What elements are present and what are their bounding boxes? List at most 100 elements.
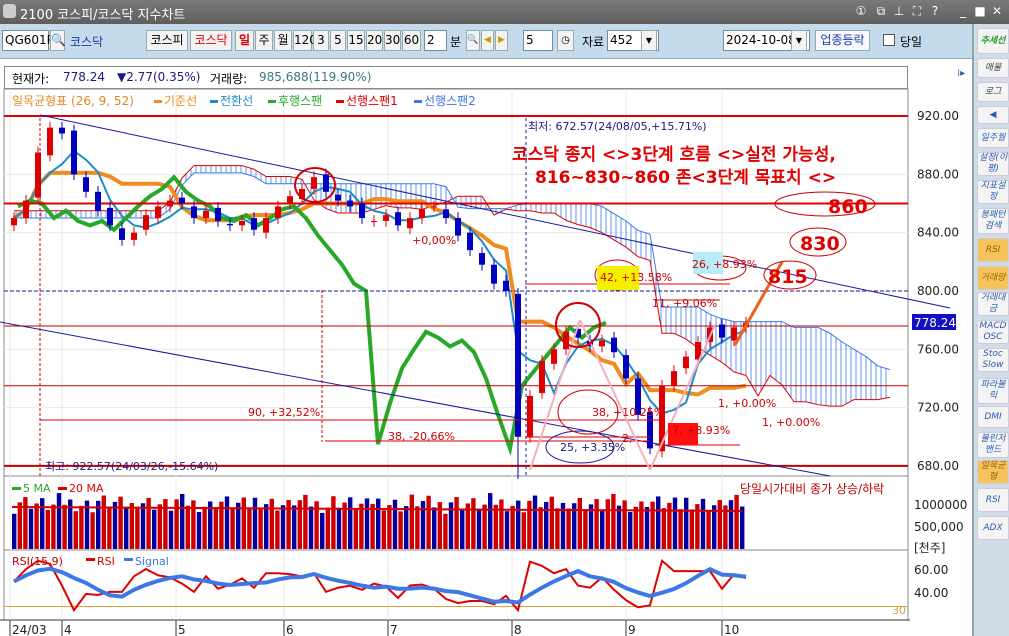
candle	[527, 395, 533, 437]
sidebar-button-6[interactable]: 지표설정	[977, 180, 1009, 204]
volume-bar	[370, 503, 375, 549]
volume-bar	[219, 501, 224, 549]
volume-bar	[684, 497, 689, 549]
annotation-ellipse	[545, 430, 615, 464]
annotation-ellipse	[294, 167, 336, 203]
sidebar-button-16[interactable]: 일목균형	[977, 460, 1009, 484]
volume-bar	[280, 505, 286, 549]
help-icon[interactable]: ?	[931, 4, 939, 18]
step-input[interactable]: 5	[523, 30, 553, 51]
volume-value: 985,688(119.90%)	[259, 70, 372, 84]
minute-input[interactable]: 2	[424, 30, 447, 51]
sidebar-button-13[interactable]: 파라볼릭	[977, 378, 1009, 404]
measure-label: 38, -20,66%	[388, 430, 455, 443]
volume-bar	[40, 498, 45, 549]
volume-bar	[196, 512, 202, 549]
period-button-3[interactable]: 3	[313, 30, 329, 51]
copy-window-icon[interactable]: ⧉	[876, 4, 886, 18]
volume-bar	[432, 507, 437, 549]
sidebar-button-9[interactable]: 거래량	[977, 266, 1009, 290]
volume-bar	[62, 504, 67, 549]
sector-button[interactable]: 업종등락	[815, 30, 870, 51]
volume-bar	[381, 510, 386, 549]
annotation-ellipse	[789, 227, 847, 257]
price-chart[interactable]: 920.00880.00840.00800.00760.00720.00680.…	[0, 89, 972, 636]
sidebar-button-3[interactable]: ◀	[977, 106, 1009, 124]
period-button-60[interactable]: 60	[402, 30, 421, 51]
candle	[143, 215, 149, 230]
next-icon[interactable]: ▶	[495, 30, 508, 51]
measure-label: 90, +32,52%	[248, 406, 320, 419]
volume-legend-label: 20 MA	[69, 482, 104, 495]
legend-label: 선행스팬1	[346, 93, 398, 108]
period-button-20[interactable]: 20	[366, 30, 383, 51]
chevron-down-icon[interactable]: ▼	[641, 30, 657, 51]
sidebar-button-1[interactable]: 매물	[977, 58, 1009, 78]
sidebar-button-5[interactable]: 설정(이평)	[977, 152, 1009, 176]
candle	[431, 206, 437, 208]
target-860-label: 860	[828, 196, 868, 218]
sidebar-button-8[interactable]: RSI	[977, 238, 1009, 262]
maximize-icon[interactable]: ■	[974, 4, 986, 18]
volume-bar	[465, 503, 470, 549]
sidebar-button-0[interactable]: 추세선	[977, 28, 1009, 54]
pin-icon[interactable]: ⊥	[893, 4, 905, 18]
period-button-5[interactable]: 5	[330, 30, 346, 51]
period-button-15[interactable]: 15	[347, 30, 365, 51]
period-button-일[interactable]: 일	[235, 30, 254, 51]
fullscreen-icon[interactable]: ⛶	[912, 4, 922, 18]
volume-ma20-line	[11, 506, 743, 512]
current-price: 778.24	[63, 70, 105, 84]
expand-panel-icon[interactable]: ⁞▸	[957, 68, 966, 79]
period-button-120[interactable]: 120	[293, 30, 317, 51]
price-axis-label: 840.00	[917, 226, 959, 240]
highlight-box	[597, 266, 639, 290]
volume-bar	[17, 502, 22, 549]
candle	[167, 200, 173, 207]
date-input[interactable]: 2024-10-08	[723, 30, 810, 51]
volume-bar	[191, 500, 196, 549]
volume-bar	[286, 499, 291, 549]
sidebar-button-11[interactable]: MACD OSC	[977, 320, 1009, 344]
sidebar-button-10[interactable]: 거래대금	[977, 292, 1009, 316]
code-input[interactable]: QG601P	[2, 30, 54, 51]
search-icon[interactable]: 🔍	[50, 30, 66, 51]
rsi-line	[13, 559, 747, 613]
sidebar-button-7[interactable]: 봉패턴검색	[977, 208, 1009, 234]
sidebar-button-15[interactable]: 볼린저밴드	[977, 432, 1009, 458]
volume-bar	[728, 500, 734, 549]
today-checkbox[interactable]	[883, 34, 895, 46]
candle	[359, 203, 365, 219]
minimize-icon[interactable]: _	[960, 4, 966, 18]
volume-bar	[90, 512, 95, 549]
prev-icon[interactable]: ◀	[481, 30, 494, 51]
volume-bar	[135, 508, 140, 549]
volume-bar	[476, 509, 482, 549]
close-icon[interactable]: ✕	[991, 4, 1003, 18]
candle	[479, 253, 485, 265]
screen-1-icon[interactable]: ①	[855, 4, 867, 18]
period-button-30[interactable]: 30	[384, 30, 401, 51]
kosdaq-button[interactable]: 코스닥	[190, 30, 232, 51]
rsi-legend-label: Signal	[135, 555, 169, 568]
period-button-월[interactable]: 월	[274, 30, 292, 51]
candle	[671, 371, 677, 386]
kospi-button[interactable]: 코스피	[146, 30, 188, 51]
sidebar-button-14[interactable]: DMI	[977, 406, 1009, 428]
sidebar-button-18[interactable]: ADX	[977, 516, 1009, 540]
zoom-icon[interactable]: 🔍	[466, 30, 480, 51]
date-axis-label: 6	[286, 623, 294, 636]
volume-bar	[12, 513, 17, 549]
candle	[131, 232, 137, 240]
sidebar-button-12[interactable]: Stoc Slow	[977, 348, 1009, 372]
clock-icon[interactable]: ◷	[557, 30, 574, 51]
sidebar-button-4[interactable]: 일주월	[977, 128, 1009, 148]
candle	[443, 209, 449, 219]
sidebar-button-2[interactable]: 로그	[977, 82, 1009, 102]
date-dropdown-icon[interactable]: ▼	[791, 30, 807, 51]
sidebar-button-17[interactable]: RSI	[977, 488, 1009, 512]
volume-bar	[555, 508, 560, 549]
candle	[491, 264, 497, 284]
period-button-주[interactable]: 주	[255, 30, 273, 51]
highlight-box	[693, 252, 723, 274]
